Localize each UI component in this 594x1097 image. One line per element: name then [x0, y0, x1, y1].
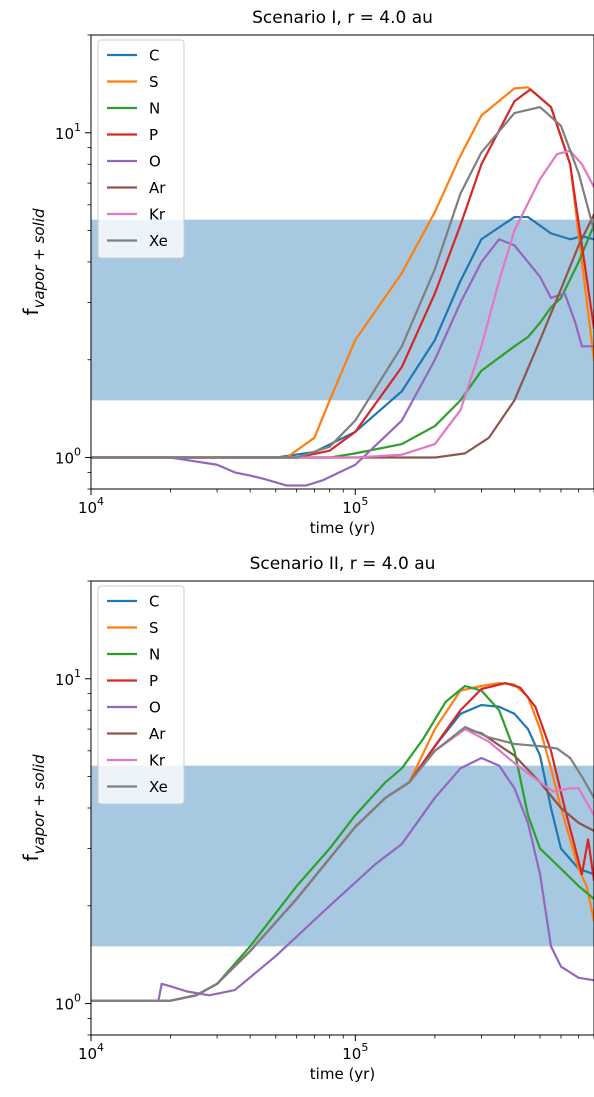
legend-label-c: C: [149, 593, 159, 611]
chart-panel-2: 104 105 100 101 Scenario II, r = 4.0 au time …: [19, 554, 594, 1083]
legend-label-p: P: [149, 126, 158, 144]
y-tick-label: 100: [55, 446, 81, 468]
legend-label-kr: Kr: [149, 752, 166, 770]
series-line-xe: [91, 105, 594, 459]
series-line-n: [91, 684, 594, 1002]
legend-box: [97, 585, 185, 805]
series-line-xe: [91, 725, 594, 1002]
series-line-n: [91, 223, 594, 459]
x-tick-label: 104: [78, 1041, 104, 1063]
x-axis-label: time (yr): [310, 519, 375, 537]
legend-box: [97, 39, 185, 259]
legend-label-o: O: [149, 153, 161, 171]
legend-label-ar: Ar: [149, 725, 166, 743]
x-tick-label: 105: [342, 1041, 368, 1063]
legend-label-xe: Xe: [149, 232, 168, 250]
legend-label-xe: Xe: [149, 778, 168, 796]
legend-label-c: C: [149, 47, 159, 65]
legend-label-kr: Kr: [149, 206, 166, 224]
chart-panel-1: 104 105 100 101 Scenario I, r = 4.0 au time (…: [19, 8, 594, 537]
y-tick-label: 101: [55, 121, 81, 143]
legend-label-n: N: [149, 100, 160, 118]
legend-label-ar: Ar: [149, 179, 166, 197]
y-axis-label: fvapor + solid: [19, 754, 48, 861]
y-tick-label: 100: [55, 992, 81, 1014]
y-tick-label: 101: [55, 667, 81, 689]
x-axis-label: time (yr): [310, 1065, 375, 1083]
legend-label-p: P: [149, 672, 158, 690]
y-axis-label: fvapor + solid: [19, 208, 48, 315]
x-tick-label: 104: [78, 495, 104, 517]
series-line-o: [91, 756, 594, 1002]
legend-label-s: S: [149, 619, 159, 637]
chart-title: Scenario II, r = 4.0 au: [250, 554, 436, 574]
x-tick-label: 105: [342, 495, 368, 517]
legend-label-o: O: [149, 699, 161, 717]
legend-label-s: S: [149, 73, 159, 91]
series-line-p: [91, 88, 594, 459]
legend-label-n: N: [149, 646, 160, 664]
series-line-ar: [91, 213, 594, 459]
chart-title: Scenario I, r = 4.0 au: [252, 8, 433, 28]
